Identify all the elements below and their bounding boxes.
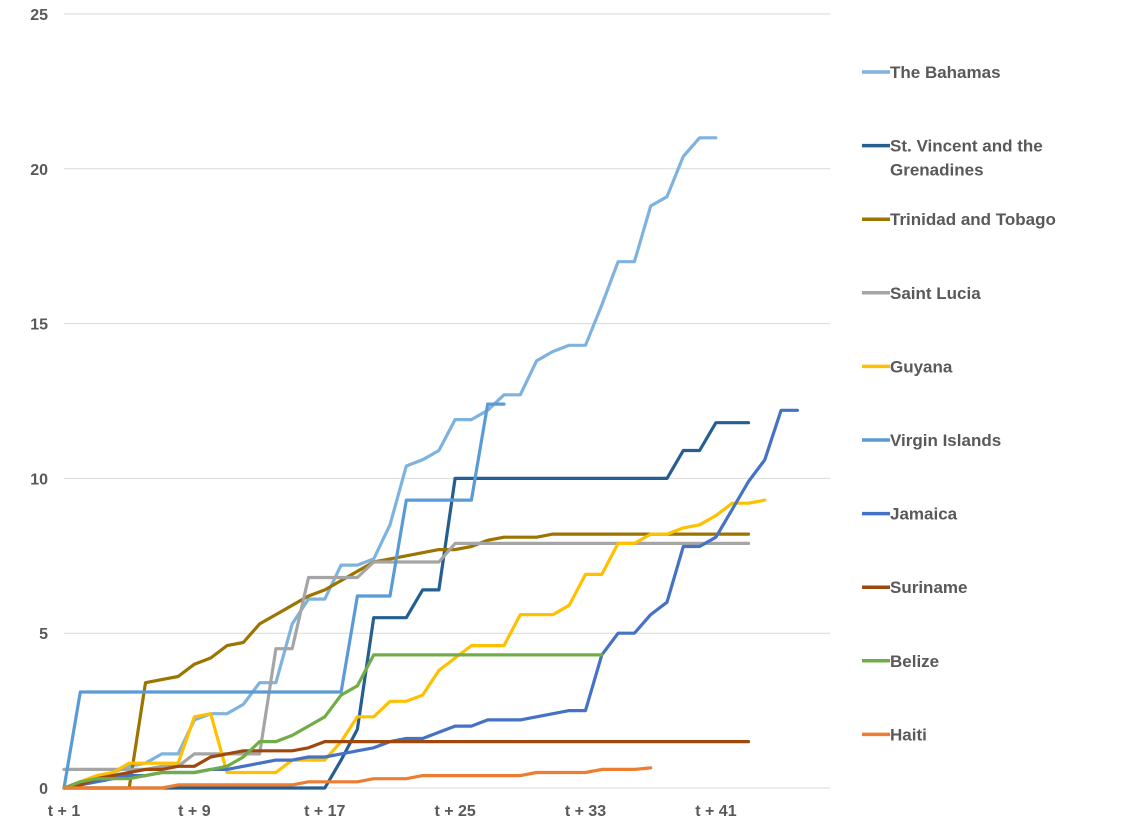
series-line-belize — [62, 653, 604, 790]
series-line-jamaica — [62, 408, 800, 790]
legend-label: Belize — [890, 652, 939, 671]
legend: The Bahamas St. Vincent and the Grenadines… — [862, 63, 1056, 744]
legend-label: Saint Lucia — [890, 284, 981, 303]
series-line-trinidad-and-tobago — [62, 532, 751, 790]
y-tick-label: 15 — [30, 317, 48, 334]
legend-label: Haiti — [890, 725, 927, 744]
series-line-the-bahamas — [62, 136, 718, 790]
legend-label: Virgin Islands — [890, 431, 1001, 450]
series-line-haiti — [62, 766, 653, 790]
y-tick-label: 25 — [30, 7, 48, 24]
x-tick-label: t + 1 — [48, 803, 81, 820]
y-tick-label: 10 — [30, 471, 48, 488]
legend-label: Trinidad and Tobago — [890, 210, 1056, 229]
x-tick-label: t + 17 — [304, 803, 345, 820]
legend-label: Guyana — [890, 357, 953, 376]
y-tick-label: 0 — [39, 781, 48, 798]
gridlines — [64, 13, 830, 789]
legend-label: The Bahamas — [890, 63, 1001, 82]
series-line-suriname — [62, 739, 751, 790]
legend-label: St. Vincent and the Grenadines — [890, 137, 1043, 180]
series-lines — [62, 136, 800, 790]
series-line-virgin-islands — [62, 402, 506, 790]
legend-label: Jamaica — [890, 505, 958, 524]
y-tick-label: 20 — [30, 162, 48, 179]
x-tick-label: t + 9 — [178, 803, 211, 820]
series-line-saint-lucia — [62, 541, 751, 772]
x-tick-label: t + 25 — [434, 803, 475, 820]
series-line-st-vincent-and-the-grenadines — [62, 421, 751, 790]
y-axis-tick-labels: 0 5 10 15 20 25 — [30, 7, 48, 798]
x-tick-label: t + 41 — [695, 803, 736, 820]
x-axis-tick-labels: t + 1 t + 9 t + 17 t + 25 t + 33 t + 41 — [48, 803, 737, 820]
legend-label: Suriname — [890, 578, 967, 597]
y-tick-label: 5 — [39, 626, 48, 643]
x-tick-label: t + 33 — [565, 803, 606, 820]
series-line-guyana — [62, 498, 767, 790]
